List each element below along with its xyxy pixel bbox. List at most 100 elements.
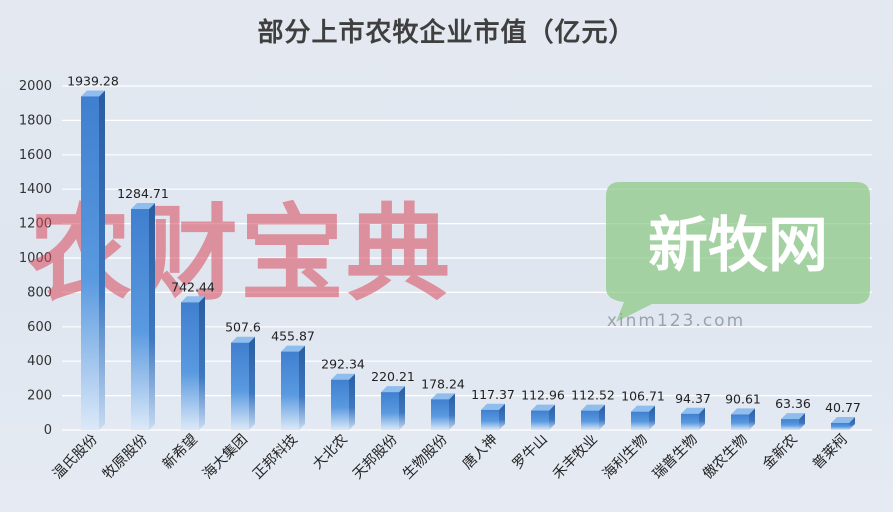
- bar: [431, 393, 455, 430]
- watermark-right: 新牧网 xinm123.com: [606, 182, 870, 331]
- y-tick-label: 1600: [19, 148, 52, 163]
- bar-side: [249, 336, 255, 430]
- data-label: 117.37: [471, 387, 515, 402]
- data-label: 40.77: [825, 400, 861, 415]
- bar-top: [181, 296, 205, 303]
- watermark-url: xinm123.com: [607, 311, 745, 331]
- bar: [531, 404, 555, 430]
- bar-front: [331, 379, 349, 430]
- bar: [781, 413, 805, 430]
- data-label: 292.34: [321, 357, 365, 372]
- y-tick-label: 1000: [19, 251, 52, 266]
- bar-front: [181, 302, 199, 430]
- category-label: 傲农生物: [700, 432, 751, 483]
- data-labels: 1939.28 1284.71 742.44 507.6 455.87 292.34 220…: [67, 73, 861, 415]
- bar: [181, 296, 205, 430]
- bar-side: [649, 405, 655, 430]
- bar-front: [381, 392, 399, 430]
- bar: [681, 407, 705, 430]
- bar-side: [849, 416, 855, 430]
- bar-front: [681, 413, 699, 430]
- bar-side: [499, 403, 505, 430]
- category-label: 天邦股份: [350, 432, 401, 483]
- category-label: 温氏股份: [50, 432, 101, 483]
- bar-side: [349, 373, 355, 430]
- category-label: 新希望: [160, 432, 201, 473]
- bar-top: [381, 386, 405, 393]
- category-label: 禾丰牧业: [550, 432, 601, 483]
- chart-title: 部分上市农牧企业市值（亿元）: [257, 18, 636, 48]
- bar: [481, 403, 505, 430]
- bar: [731, 408, 755, 430]
- bar: [131, 203, 155, 430]
- bar-top: [81, 90, 105, 97]
- bar-top: [431, 393, 455, 400]
- category-label: 大北农: [310, 432, 351, 473]
- bar-front: [731, 414, 749, 430]
- bar-front: [231, 342, 249, 430]
- category-label: 牧原股份: [100, 432, 151, 483]
- data-label: 1284.71: [117, 186, 169, 201]
- bar: [281, 345, 305, 430]
- category-label: 唐人神: [459, 431, 501, 473]
- data-label: 90.61: [725, 391, 761, 406]
- bar-top: [281, 345, 305, 352]
- bar: [631, 405, 655, 430]
- bar-top: [131, 203, 155, 210]
- y-tick-label: 2000: [19, 79, 52, 94]
- bar-top: [331, 373, 355, 380]
- data-label: 220.21: [371, 369, 415, 384]
- bar-front: [831, 422, 849, 430]
- bar-side: [599, 404, 605, 430]
- bar-side: [399, 386, 405, 430]
- category-label: 正邦科技: [250, 432, 301, 483]
- category-labels: 温氏股份 牧原股份 新希望 海大集团 正邦科技 大北农 天邦股份 生物股份 唐人神 罗牛山 禾丰牧业…: [50, 431, 851, 483]
- bar-side: [699, 407, 705, 430]
- bar-top: [481, 403, 505, 410]
- bar: [231, 336, 255, 430]
- bar-side: [299, 345, 305, 430]
- y-tick-label: 1400: [19, 182, 52, 197]
- data-label: 63.36: [775, 396, 811, 411]
- bar-top: [581, 404, 605, 411]
- category-label: 普莱柯: [810, 432, 851, 473]
- bar-front: [781, 419, 799, 430]
- bar-side: [749, 408, 755, 430]
- bar-top: [731, 408, 755, 415]
- category-label: 金新农: [760, 432, 801, 473]
- bar-front: [131, 209, 149, 430]
- watermark-right-text: 新牧网: [648, 211, 828, 281]
- y-tick-label: 0: [44, 423, 52, 438]
- bar-top: [531, 404, 555, 411]
- bar: [81, 90, 105, 430]
- data-label: 112.52: [571, 388, 615, 403]
- speech-bubble-icon: [606, 182, 870, 322]
- y-tick-label: 600: [27, 320, 52, 335]
- data-label: 106.71: [621, 389, 665, 404]
- bar-front: [581, 410, 599, 430]
- bar-top: [681, 407, 705, 414]
- data-label: 112.96: [521, 388, 565, 403]
- bar-top: [631, 405, 655, 412]
- bar-top: [231, 336, 255, 343]
- bar-front: [431, 399, 449, 430]
- y-axis: 0 200 400 600 800 1000 1200 1400 1600 1800 2000: [19, 79, 52, 438]
- bar-front: [481, 409, 499, 430]
- y-tick-label: 1200: [19, 217, 52, 232]
- y-tick-label: 800: [27, 285, 52, 300]
- bar-side: [199, 296, 205, 430]
- data-label: 507.6: [225, 320, 261, 335]
- bar-front: [531, 410, 549, 430]
- category-label: 海利生物: [600, 432, 651, 483]
- category-label: 罗牛山: [510, 432, 551, 473]
- data-label: 1939.28: [67, 73, 119, 88]
- bar: [331, 373, 355, 430]
- bar-front: [631, 411, 649, 430]
- bar-front: [81, 96, 99, 430]
- category-label: 生物股份: [400, 432, 451, 483]
- bars: [81, 90, 855, 430]
- bar-side: [149, 203, 155, 430]
- bar-top: [781, 413, 805, 420]
